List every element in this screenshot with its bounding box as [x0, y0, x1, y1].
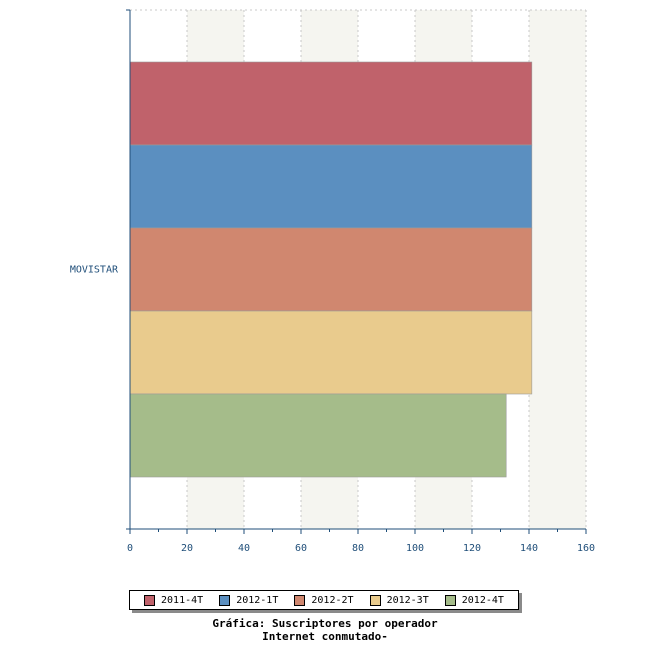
legend-swatch [444, 594, 456, 606]
category-label: MOVISTAR [70, 265, 119, 276]
x-tick-label: 40 [238, 543, 250, 554]
bar-2012-3T [129, 310, 533, 395]
legend-item: 2011-4T [144, 594, 204, 606]
legend-item: 2012-1T [219, 594, 279, 606]
x-tick-label: 60 [295, 543, 307, 554]
legend-item: 2012-4T [444, 594, 504, 606]
tick-labels: 0 20 40 60 80 100 120 140 160 MOVISTAR [70, 265, 595, 555]
x-tick-label: 100 [406, 543, 424, 554]
x-tick-label: 160 [577, 543, 595, 554]
legend-label: 2012-4T [461, 594, 504, 606]
legend-swatch [369, 594, 381, 606]
bar-2012-2T [129, 227, 533, 312]
chart-title: Gráfica: Suscriptores por operador Inter… [0, 617, 650, 643]
legend-item: 2012-3T [369, 594, 429, 606]
x-tick-label: 20 [181, 543, 193, 554]
legend-label: 2012-3T [386, 594, 429, 606]
legend-swatch [219, 594, 231, 606]
bar-2012-1T [129, 144, 533, 229]
legend-item: 2012-2T [294, 594, 354, 606]
title-line-1: Gráfica: Suscriptores por operador [212, 617, 438, 630]
bar-2011-4T [129, 61, 533, 146]
bar-2012-4T [129, 393, 507, 478]
bar-chart: 0 20 40 60 80 100 120 140 160 MOVISTAR [70, 9, 595, 555]
legend-swatch [144, 594, 156, 606]
bars [129, 61, 533, 478]
grid-band [529, 10, 586, 529]
axes [126, 9, 587, 534]
x-tick-label: 80 [352, 543, 364, 554]
title-line-2: Internet conmutado- [262, 630, 388, 643]
legend-swatch [294, 594, 306, 606]
legend: 2011-4T 2012-1T 2012-2T 2012-3T 2012-4T [129, 590, 519, 610]
legend-label: 2012-2T [311, 594, 354, 606]
x-tick-label: 120 [463, 543, 481, 554]
legend-label: 2012-1T [236, 594, 279, 606]
legend-label: 2011-4T [161, 594, 204, 606]
x-tick-label: 0 [127, 543, 133, 554]
x-tick-label: 140 [520, 543, 538, 554]
